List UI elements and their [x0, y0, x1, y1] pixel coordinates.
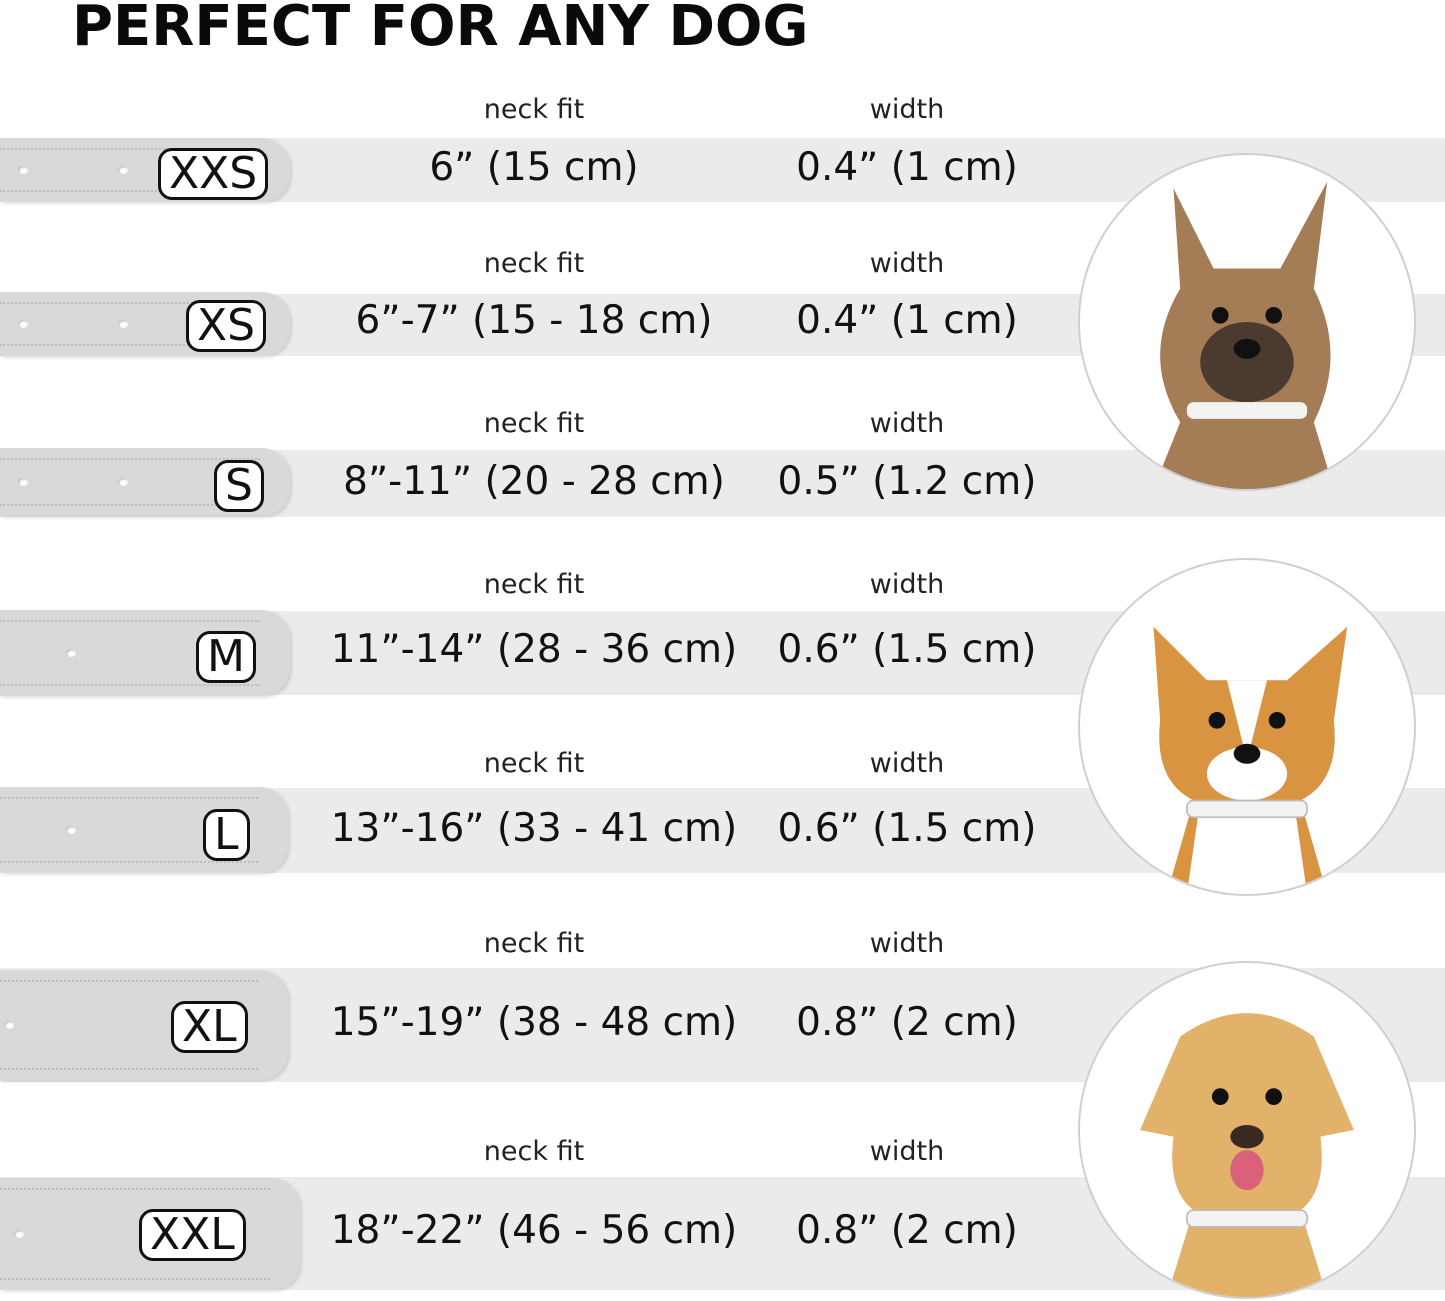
width-label: width — [869, 1136, 945, 1167]
size-badge: XXL — [139, 1209, 246, 1261]
collar-hole — [18, 478, 28, 486]
collar-hole — [4, 1021, 14, 1029]
width-value: 0.4” (1 cm) — [796, 145, 1018, 190]
size-badge: XS — [186, 300, 267, 352]
labrador-illustration — [1140, 1013, 1354, 1297]
neck-fit-value: 6”-7” (15 - 18 cm) — [355, 298, 713, 343]
neck-fit-value: 13”-16” (33 - 41 cm) — [330, 806, 738, 851]
width-value: 0.6” (1.5 cm) — [777, 806, 1037, 851]
collar-hole — [66, 826, 76, 834]
neck-fit-value: 8”-11” (20 - 28 cm) — [343, 459, 725, 504]
width-label: width — [869, 408, 945, 439]
neck-fit-value: 18”-22” (46 - 56 cm) — [330, 1208, 738, 1253]
small-dog-photo — [1078, 153, 1416, 491]
collar-hole — [118, 478, 128, 486]
size-badge: XL — [171, 1001, 248, 1053]
neck-fit-label: neck fit — [483, 1136, 585, 1167]
width-label: width — [869, 748, 945, 779]
width-value: 0.6” (1.5 cm) — [777, 627, 1037, 672]
collar-strap — [0, 1178, 300, 1290]
width-value: 0.8” (2 cm) — [796, 1000, 1018, 1045]
collar-hole — [14, 1230, 24, 1238]
collar-hole — [18, 166, 28, 174]
collar-hole — [118, 166, 128, 174]
size-badge: S — [214, 460, 264, 512]
size-badge: XXS — [158, 148, 269, 200]
corgi-photo — [1078, 558, 1416, 896]
neck-fit-label: neck fit — [483, 94, 585, 125]
neck-fit-value: 11”-14” (28 - 36 cm) — [330, 627, 738, 672]
terrier-illustration — [1153, 181, 1334, 489]
neck-fit-label: neck fit — [483, 408, 585, 439]
neck-fit-label: neck fit — [483, 748, 585, 779]
width-label: width — [869, 248, 945, 279]
neck-fit-label: neck fit — [483, 928, 585, 959]
width-label: width — [869, 569, 945, 600]
neck-fit-value: 6” (15 cm) — [429, 145, 639, 190]
neck-fit-label: neck fit — [483, 248, 585, 279]
width-value: 0.8” (2 cm) — [796, 1208, 1018, 1253]
width-label: width — [869, 928, 945, 959]
collar-hole — [66, 649, 76, 657]
width-value: 0.4” (1 cm) — [796, 298, 1018, 343]
labrador-photo — [1078, 961, 1416, 1299]
page-title: PERFECT FOR ANY DOG — [72, 0, 809, 59]
size-badge: M — [196, 631, 256, 683]
width-label: width — [869, 94, 945, 125]
neck-fit-value: 15”-19” (38 - 48 cm) — [330, 1000, 738, 1045]
collar-hole — [118, 320, 128, 328]
collar-hole — [18, 320, 28, 328]
width-value: 0.5” (1.2 cm) — [777, 459, 1037, 504]
corgi-illustration — [1153, 626, 1348, 894]
neck-fit-label: neck fit — [483, 569, 585, 600]
size-badge: L — [203, 809, 250, 861]
